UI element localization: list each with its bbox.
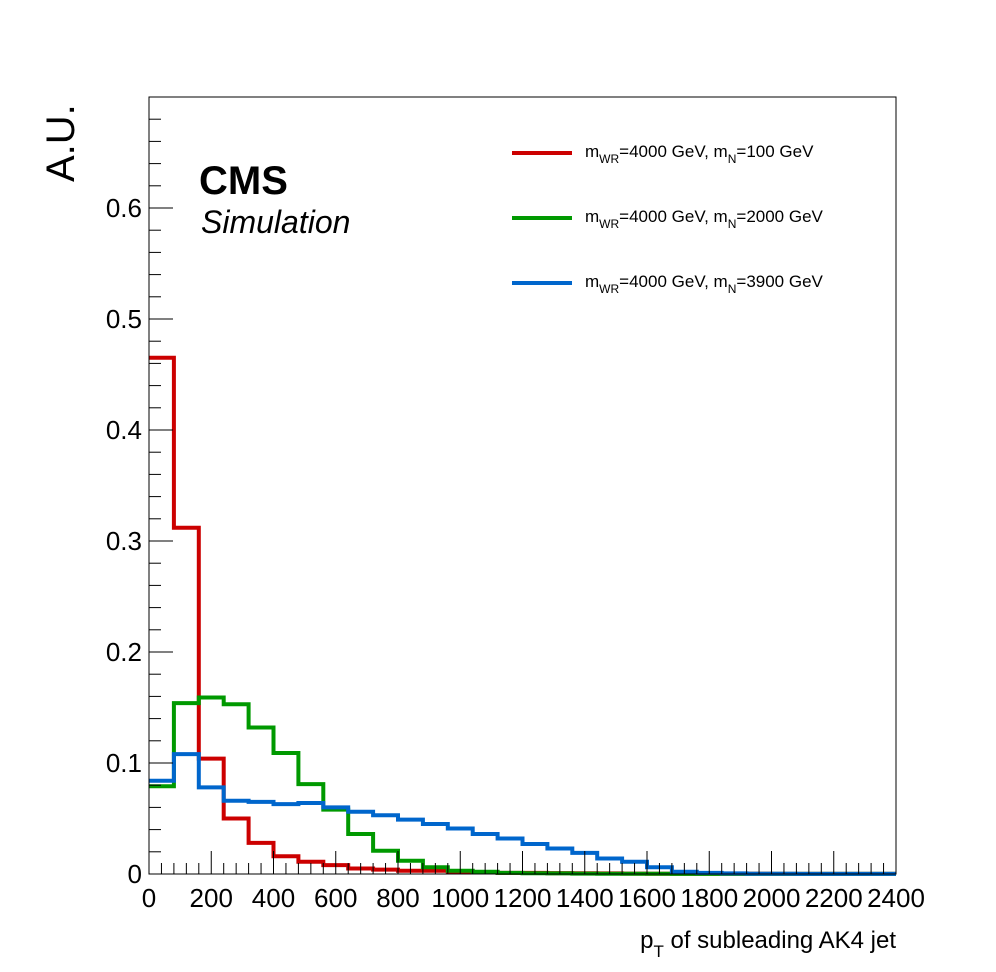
y-tick-label: 0 (128, 859, 142, 889)
legend-entry-3: mWR=4000 GeV, mN=3900 GeV (512, 272, 824, 296)
x-tick-label: 2000 (743, 883, 801, 913)
series-line-3 (149, 752, 896, 876)
legend-label-part: =4000 GeV, (619, 142, 713, 161)
y-tick-label: 0.6 (106, 193, 142, 223)
x-tick-label: 1400 (556, 883, 614, 913)
x-tick-label: 0 (142, 883, 156, 913)
legend-entry-2: mWR=4000 GeV, mN=2000 GeV (512, 207, 824, 231)
legend-label-part: WR (599, 217, 619, 231)
x-tick-label: 1600 (618, 883, 676, 913)
legend-label-part: m (585, 272, 599, 291)
tick-labels: 0 200 400 600 800 1000 1200 1400 1600 1800 2000 220… (106, 193, 925, 913)
x-axis-title: pT of subleading AK4 jet (640, 927, 896, 961)
x-axis-title-sub: T (653, 942, 663, 961)
simulation-label: Simulation (201, 204, 350, 240)
y-tick-label: 0.5 (106, 304, 142, 334)
legend-label-part: N (728, 217, 737, 231)
x-tick-label: 2400 (867, 883, 925, 913)
x-axis-title-main: p (640, 927, 653, 954)
axis-ticks (148, 96, 897, 875)
legend-entry-1: mWR=4000 GeV, mN=100 GeV (512, 142, 814, 166)
legend-label-part: =3900 GeV (736, 272, 823, 291)
x-tick-label: 1000 (431, 883, 489, 913)
legend-label-part: WR (599, 282, 619, 296)
legend-label: mWR=4000 GeV, mN=3900 GeV (585, 272, 824, 296)
x-axis-title-rest: of subleading AK4 jet (664, 927, 897, 954)
x-tick-label: 600 (314, 883, 357, 913)
y-tick-label: 0.1 (106, 748, 142, 778)
legend-label-part: N (728, 282, 737, 296)
legend-label-part: m (585, 207, 599, 226)
y-tick-label: 0.2 (106, 637, 142, 667)
x-tick-label: 200 (190, 883, 233, 913)
y-tick-label: 0.4 (106, 415, 142, 445)
legend-label-part: N (728, 152, 737, 166)
x-tick-label: 800 (376, 883, 419, 913)
legend-label-part: =4000 GeV, (619, 207, 713, 226)
legend-label-part: m (585, 142, 599, 161)
legend-label-part: WR (599, 152, 619, 166)
x-tick-label: 1200 (494, 883, 552, 913)
plot-frame (148, 96, 897, 875)
cms-label: CMS (199, 159, 288, 203)
legend-label-part: m (714, 142, 728, 161)
x-tick-label: 2200 (805, 883, 863, 913)
x-tick-label: 400 (252, 883, 295, 913)
y-tick-label: 0.3 (106, 526, 142, 556)
legend-label: mWR=4000 GeV, mN=100 GeV (585, 142, 814, 166)
legend-label-part: =2000 GeV (736, 207, 823, 226)
legend-label-part: =100 GeV (736, 142, 814, 161)
legend-label-part: m (714, 272, 728, 291)
x-tick-label: 1800 (680, 883, 738, 913)
legend-label: mWR=4000 GeV, mN=2000 GeV (585, 207, 824, 231)
legend-label-part: =4000 GeV, (619, 272, 713, 291)
legend-label-part: m (714, 207, 728, 226)
y-axis-title: A.U. (39, 104, 83, 182)
